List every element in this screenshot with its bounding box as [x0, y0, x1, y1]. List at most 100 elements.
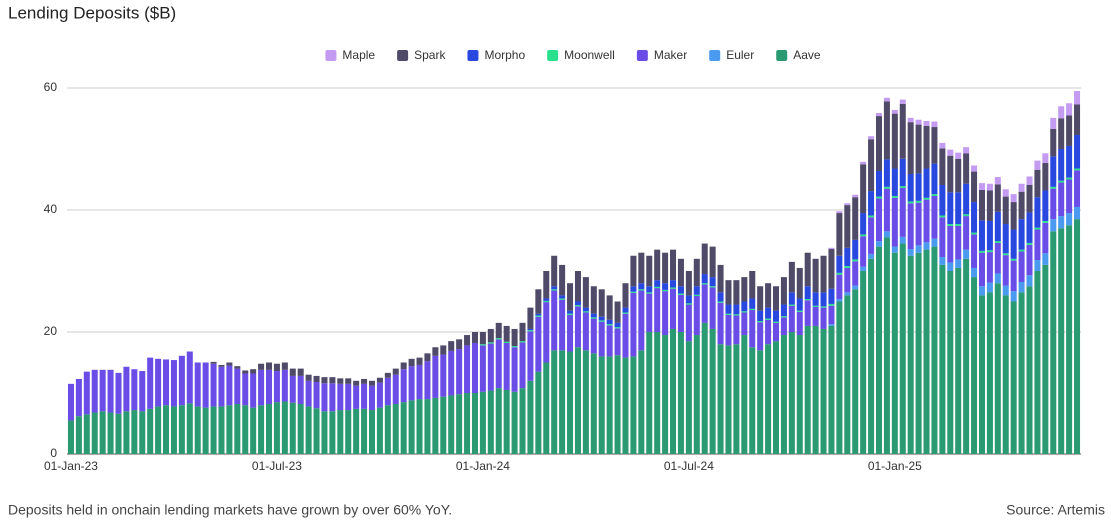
bar-segment — [709, 246, 716, 278]
bar-segment — [868, 215, 875, 218]
bar-segment — [915, 202, 922, 246]
bar-segment — [844, 295, 851, 454]
bar-segment — [844, 292, 851, 296]
bar-segment — [630, 286, 637, 292]
bar-segment — [1058, 182, 1065, 217]
bar-segment — [582, 277, 589, 308]
bar-segment — [860, 271, 867, 454]
legend-swatch — [547, 50, 559, 61]
bar-segment — [305, 406, 312, 454]
bar-segment — [931, 127, 938, 164]
bar-segment — [424, 353, 431, 362]
bar-segment — [955, 158, 962, 193]
bar-segment — [242, 370, 249, 374]
chart-title: Lending Deposits ($B) — [8, 3, 176, 22]
bar-segment — [1042, 220, 1049, 223]
bar-segment — [265, 403, 273, 454]
bar-segment — [99, 411, 106, 454]
bar-segment — [281, 369, 288, 402]
bar-segment — [860, 161, 867, 165]
bar-segment — [875, 113, 883, 117]
bar-segment — [646, 255, 653, 287]
bar-segment — [670, 288, 677, 329]
bar-segment — [701, 322, 708, 454]
bar-segment — [337, 383, 344, 411]
bar-segment — [1002, 196, 1009, 225]
bar-segment — [725, 313, 732, 315]
bar-segment — [226, 362, 233, 366]
bar-segment — [670, 287, 677, 289]
legend-label: Maple — [342, 48, 375, 62]
bar-segment — [313, 408, 320, 454]
bar-segment — [780, 335, 787, 454]
bar-segment — [994, 211, 1001, 242]
legend-label: Morpho — [484, 48, 525, 62]
bar-segment — [757, 321, 764, 323]
bar-segment — [606, 356, 613, 454]
footnote: Deposits held in onchain lending markets… — [8, 502, 452, 518]
bar-segment — [471, 342, 478, 393]
bar-segment — [757, 310, 764, 322]
bar-segment — [622, 307, 629, 313]
bar-segment — [733, 304, 740, 315]
bar-segment — [1074, 91, 1081, 105]
bar-segment — [804, 300, 811, 326]
bar-segment — [1058, 228, 1065, 454]
legend-label: Euler — [726, 48, 754, 62]
bar-segment — [1026, 275, 1033, 287]
bar-segment — [353, 408, 360, 454]
legend-item: Morpho — [467, 48, 525, 62]
bar-segment — [400, 402, 407, 454]
bar-segment — [796, 335, 803, 454]
bar-segment — [1018, 183, 1025, 192]
bar-segment — [598, 320, 605, 322]
bar-segment — [1010, 229, 1017, 259]
bar-segment — [891, 109, 898, 114]
bar-segment — [836, 272, 843, 275]
bar-segment — [868, 136, 875, 140]
bar-segment — [1050, 156, 1057, 187]
bar-segment — [368, 410, 376, 454]
bar-segment — [907, 122, 914, 175]
bar-segment — [1050, 128, 1057, 157]
legend-item: Euler — [709, 48, 754, 62]
bar-segment — [345, 410, 352, 454]
bar-segment — [662, 283, 669, 290]
bar-segment — [1066, 177, 1073, 180]
bar-segment — [765, 319, 772, 345]
bar-segment — [424, 399, 431, 454]
bar-segment — [828, 249, 835, 289]
bar-segment — [788, 261, 795, 293]
bar-segment — [646, 332, 653, 454]
bar-segment — [226, 405, 233, 454]
bar-segment — [448, 350, 455, 396]
bar-segment — [503, 341, 510, 343]
bar-segment — [875, 241, 883, 247]
bar-segment — [329, 383, 336, 412]
bar-segment — [931, 238, 938, 247]
bar-segment — [812, 325, 819, 454]
bar-segment — [654, 249, 661, 281]
bar-segment — [662, 252, 669, 284]
bar-segment — [780, 317, 787, 336]
bar-segment — [384, 377, 391, 406]
bar-segment — [709, 277, 716, 287]
bar-segment — [717, 344, 724, 454]
bar-segment — [543, 298, 550, 301]
bar-segment — [955, 152, 962, 159]
bar-segment — [511, 347, 518, 392]
bar-segment — [986, 292, 993, 454]
bar-segment — [685, 271, 692, 296]
bar-segment — [218, 366, 225, 407]
bar-segment — [329, 411, 336, 454]
legend-label: Moonwell — [564, 48, 615, 62]
legend-swatch — [467, 50, 479, 61]
bar-segment — [907, 255, 914, 454]
bar-segment — [709, 287, 716, 329]
bar-segment — [99, 369, 106, 412]
y-tick-label: 40 — [44, 202, 58, 216]
bar-segment — [875, 116, 883, 171]
bar-segment — [218, 406, 225, 454]
bar-segment — [345, 378, 352, 384]
bar-segment — [899, 236, 906, 244]
